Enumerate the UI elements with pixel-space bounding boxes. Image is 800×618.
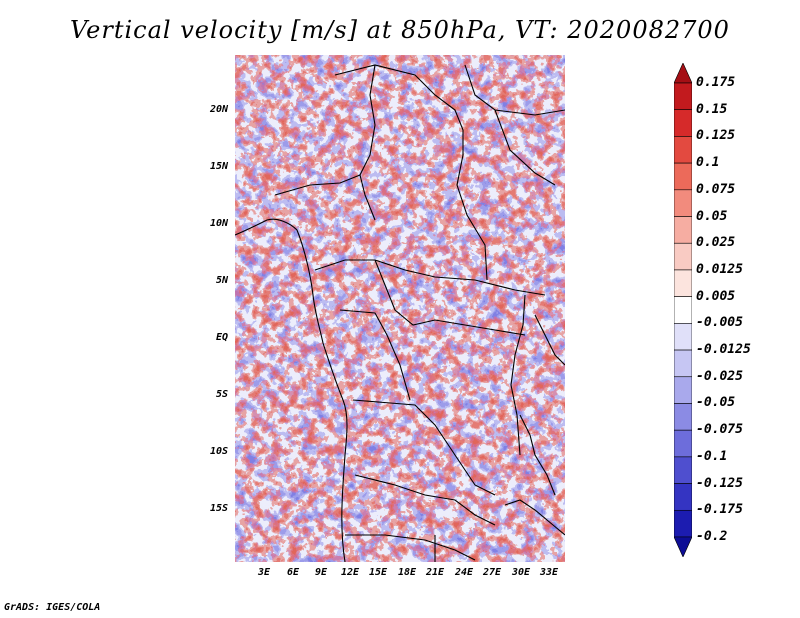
colorbar-swatch (673, 483, 693, 511)
latitude-label: 10S (209, 446, 228, 457)
latitude-label: 10N (209, 218, 228, 229)
longitude-label: 9E (314, 567, 328, 578)
grads-credit: GrADS: IGES/COLA (4, 602, 101, 613)
longitude-label: 33E (539, 567, 559, 578)
lake-tanganyika (519, 414, 556, 496)
niger-chad-border (359, 64, 376, 221)
longitude-label: 27E (482, 567, 502, 578)
colorbar-tick-label: 0.1 (696, 155, 720, 171)
colorbar-tick-label: -0.175 (696, 502, 743, 518)
colorbar-swatch (673, 429, 693, 458)
longitude-label: 12E (340, 567, 360, 578)
colorbar-swatch (673, 269, 693, 297)
velocity-texture (235, 55, 565, 562)
colorbar-swatch (673, 509, 693, 538)
angola-border (352, 399, 496, 496)
colorbar-tick-label: -0.005 (696, 315, 743, 331)
latitude-label: 5N (215, 275, 228, 286)
colorbar-graphic (673, 62, 693, 558)
longitude-label: 15E (368, 567, 388, 578)
longitude-label: 3E (257, 567, 271, 578)
colorbar-tick-label: 0.075 (696, 181, 736, 197)
colorbar-swatch (673, 162, 693, 191)
colorbar-swatch (673, 403, 693, 431)
map-title: Vertical velocity [m/s] at 850hPa, VT: 2… (70, 16, 730, 44)
sahel-border-west (274, 174, 361, 196)
gabon-congo-border (339, 309, 411, 401)
colorbar-swatch (673, 109, 693, 137)
colorbar-tick-label: 0.125 (696, 128, 736, 144)
latitude-label: 5S (215, 389, 228, 400)
colorbar-top-arrow (673, 62, 693, 84)
coastlines-and-borders (235, 64, 565, 562)
colorbar-tick-label: -0.2 (696, 529, 728, 544)
colorbar-tick-label: 0.025 (696, 235, 736, 251)
colorbar-swatch (673, 456, 693, 484)
colorbar-tick-label: 0.15 (696, 101, 728, 117)
central-africa-border (314, 259, 546, 296)
longitude-label: 6E (286, 567, 300, 578)
colorbar-swatch (673, 376, 693, 404)
colorbar-swatch (673, 242, 693, 271)
longitude-label: 18E (397, 567, 417, 578)
longitude-label: 30E (511, 567, 531, 578)
mozambique-border (504, 499, 565, 536)
latitude-label: 20N (209, 104, 228, 115)
colorbar-tick-label: -0.05 (696, 395, 736, 411)
congo-border-north (374, 259, 526, 336)
colorbar-swatch (673, 82, 693, 111)
colorbar-swatch (673, 136, 693, 164)
namibia-border (345, 534, 476, 561)
colorbar-tick-label: 0.175 (696, 75, 736, 90)
colorbar-tick-label: 0.005 (696, 288, 736, 304)
latitude-label: 15N (209, 161, 228, 172)
colorbar-swatch (673, 189, 693, 217)
colorbar-swatch (673, 323, 693, 351)
lake-victoria (534, 314, 565, 366)
velocity-field-map (235, 55, 565, 562)
sudan-border (456, 154, 488, 281)
colorbar-swatch (673, 349, 693, 378)
map-panel (235, 55, 565, 562)
colorbar-tick-label: -0.075 (696, 422, 743, 438)
atlantic-coastline (235, 218, 348, 562)
longitude-label: 21E (425, 567, 445, 578)
colorbar-tick-label: 0.05 (696, 208, 728, 224)
colorbar-tick-label: 0.0125 (696, 261, 743, 277)
colorbar-tick-label: -0.025 (696, 368, 743, 384)
colorbar-bottom-arrow (673, 536, 693, 558)
colorbar (673, 62, 693, 561)
colorbar-swatches (673, 62, 693, 558)
zambia-border (354, 474, 496, 526)
colorbar-tick-label: -0.0125 (696, 342, 751, 358)
colorbar-swatch (673, 296, 693, 324)
latitude-label: EQ (215, 332, 228, 343)
colorbar-tick-label: -0.1 (696, 448, 728, 464)
latitude-label: 15S (209, 503, 228, 514)
ethiopia-border (494, 109, 556, 186)
colorbar-tick-label: -0.125 (696, 475, 743, 491)
colorbar-swatch (673, 216, 693, 244)
great-lakes-west (510, 294, 526, 456)
longitude-label: 24E (454, 567, 474, 578)
